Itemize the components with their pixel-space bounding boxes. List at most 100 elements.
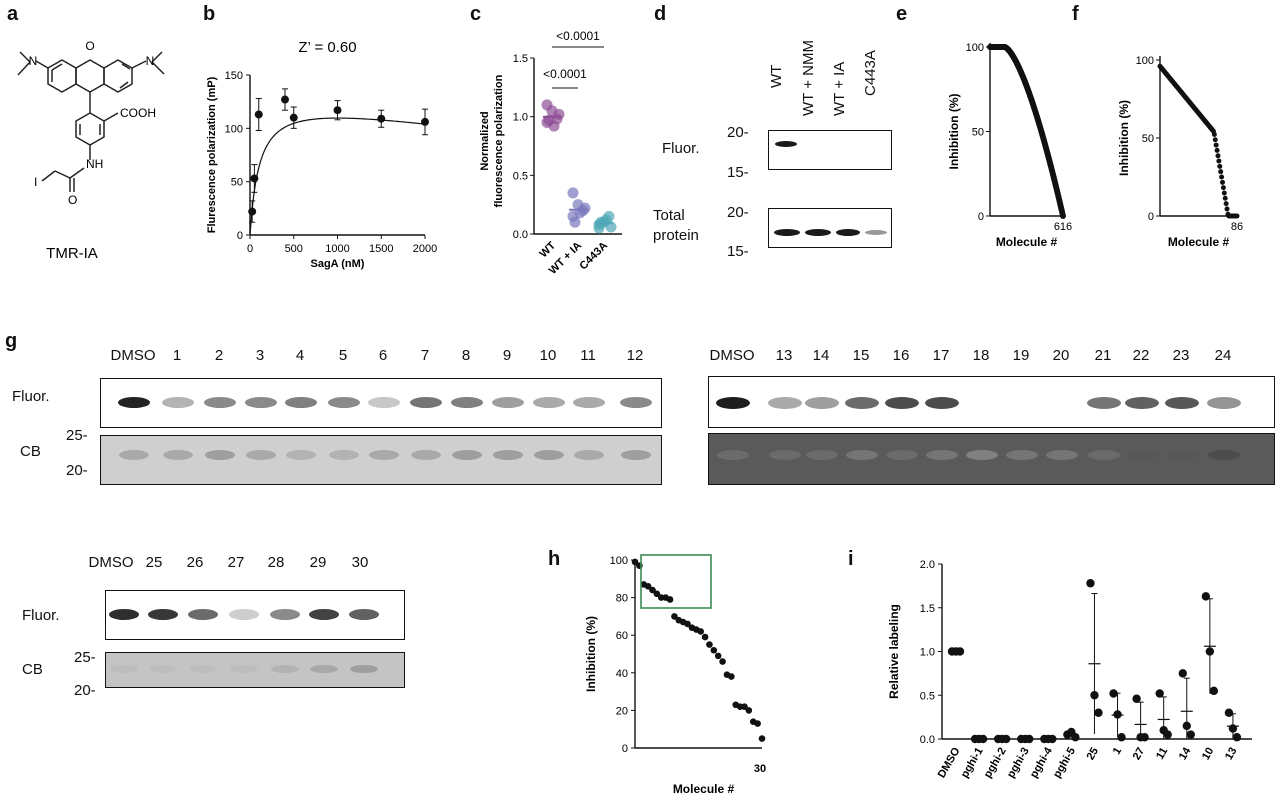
lane-label: 19 [1012, 347, 1030, 364]
data-point [710, 646, 718, 654]
y-tick-label: 0 [237, 230, 243, 242]
data-point [1205, 647, 1215, 656]
data-point [333, 106, 342, 115]
g-marker-25-1: 25- [66, 427, 88, 444]
atom-O: O [85, 39, 94, 53]
data-point [714, 652, 722, 660]
gel-band [805, 397, 839, 409]
gel-band [573, 397, 605, 408]
data-point [1132, 694, 1141, 703]
x-tick-label: 500 [285, 243, 303, 255]
y-tick-label: 50 [1142, 133, 1154, 145]
data-point [553, 108, 565, 120]
y-tick-label: 50 [972, 127, 984, 139]
lane-label: 22 [1132, 347, 1150, 364]
lane-label: 18 [972, 347, 990, 364]
lane-label: 12 [626, 347, 644, 364]
x-end-label: 616 [1054, 221, 1072, 233]
lane-label: 3 [255, 347, 265, 364]
data-point [1221, 190, 1227, 196]
gel-band [886, 450, 918, 460]
gel-band [310, 665, 338, 673]
gel-band [205, 450, 235, 460]
lane-label-wt: WT [768, 64, 785, 88]
x-tick-label: 2000 [413, 243, 437, 255]
gel2-fluor [708, 376, 1275, 428]
gel-band [162, 397, 194, 408]
data-point [1001, 734, 1011, 744]
lane-label: 11 [580, 347, 596, 364]
data-point [644, 583, 652, 590]
lane-label: 16 [892, 347, 910, 364]
x-category-label: pghi-5 [1051, 746, 1078, 781]
y-tick-label: 80 [616, 593, 628, 605]
y-tick-label: 1.5 [513, 53, 528, 65]
y-tick-label: 0 [1148, 211, 1154, 223]
data-point [1182, 721, 1191, 731]
data-point [605, 221, 617, 233]
gel-band [149, 665, 177, 673]
x-category-label: 13 [1223, 746, 1240, 763]
data-point [567, 187, 579, 199]
x-category-label: 27 [1131, 746, 1148, 763]
atom-COOH: COOH [120, 106, 156, 120]
gel-band [534, 450, 564, 460]
g-row-label-cb-1: CB [20, 443, 41, 460]
data-point [719, 658, 726, 665]
atom-I: I [34, 175, 37, 189]
chart-h: 0 20 40 60 80 100 30 Molecule # Inhibition (%) [584, 554, 766, 796]
y-tick-label: 100 [225, 123, 243, 135]
lane-label: 5 [338, 347, 348, 364]
lane-label-dmso: DMSO [88, 554, 134, 571]
data-point [1212, 137, 1218, 143]
data-point [697, 628, 704, 635]
chemical-structure: O N N COOH NH I O TMR-IA [17, 39, 165, 262]
gel-band [189, 665, 217, 673]
panel-letter-a: a [7, 3, 19, 25]
x-category-label: C443A [577, 240, 610, 273]
y-tick-label: 0.5 [920, 690, 935, 702]
y-tick-label: 1.5 [920, 603, 935, 615]
y-tick-label: 100 [610, 555, 628, 567]
significance-label: <0.0001 [543, 67, 587, 81]
gel2-cb [708, 433, 1275, 485]
g-row-label-cb-3: CB [22, 661, 43, 678]
atom-N-right: N [146, 54, 155, 68]
blot-band [774, 229, 800, 236]
lane-label: 7 [420, 347, 430, 364]
gel-band [966, 450, 998, 460]
lane-label-wt-ia: WT + IA [831, 61, 848, 116]
gel-band [309, 609, 339, 620]
x-axis-label: Molecule # [996, 235, 1058, 249]
row-label-fluor-d: Fluor. [662, 140, 700, 157]
lane-label: 25 [145, 554, 163, 571]
data-point [1086, 579, 1095, 588]
fit-line [249, 117, 426, 236]
lane-label-wt-nmm: WT + NMM [800, 40, 817, 116]
data-point [1060, 213, 1066, 219]
y-axis-label-line1: Normalized [479, 111, 491, 170]
data-point [254, 110, 263, 119]
lane-label: 8 [461, 347, 471, 364]
x-end-label: 86 [1231, 221, 1243, 233]
gel1-fluor [100, 378, 662, 428]
data-point [1219, 174, 1225, 180]
g-marker-25-3: 25- [74, 649, 96, 666]
data-point [1214, 147, 1220, 153]
gel-band [204, 397, 236, 408]
lane-label: 10 [539, 347, 557, 364]
gel-band [716, 397, 750, 409]
gel-band [285, 397, 317, 408]
data-point [1201, 592, 1211, 601]
data-point [671, 613, 678, 620]
lane-label: 6 [378, 347, 388, 364]
atom-keto-O: O [68, 193, 77, 207]
data-point [1220, 185, 1226, 191]
y-tick-label: 0.0 [513, 229, 528, 241]
gel-band [925, 397, 959, 409]
lane-label-dmso: DMSO [110, 347, 156, 364]
data-point [1217, 163, 1223, 169]
data-point [569, 216, 581, 228]
gel-band [620, 397, 652, 408]
marker-20-top: 20- [727, 124, 749, 141]
